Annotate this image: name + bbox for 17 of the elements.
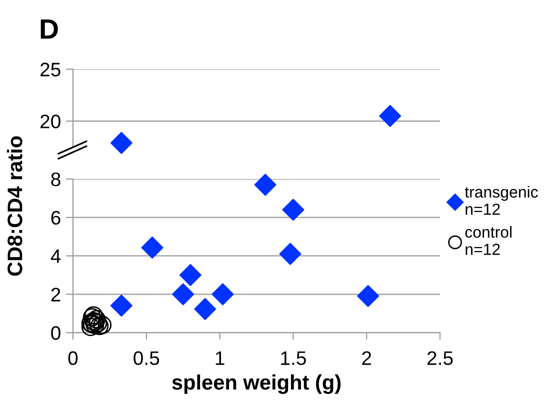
x-axis-title: spleen weight (g): [172, 374, 341, 394]
y-tick-label: 8: [51, 172, 60, 186]
x-tick-label: 0: [68, 351, 78, 366]
x-tick-label: 2.5: [427, 351, 453, 366]
y-tick-label: 2: [51, 288, 60, 302]
y-tick-label: 0: [51, 326, 60, 340]
y-tick-label: 25: [40, 62, 60, 76]
legend-label: control n=12: [465, 226, 512, 255]
x-tick-label: 1.5: [281, 351, 306, 366]
y-tick-label: 20: [40, 114, 60, 128]
x-tick-label: 2: [362, 351, 372, 365]
x-tick-label: 1: [216, 351, 224, 365]
y-tick-label: 4: [50, 250, 61, 263]
y-axis-title: CD8:CD4 ratio: [7, 136, 22, 276]
x-tick-label: 0.5: [134, 351, 160, 366]
y-tick-label: 6: [51, 210, 60, 225]
chart-title: D: [40, 20, 58, 39]
